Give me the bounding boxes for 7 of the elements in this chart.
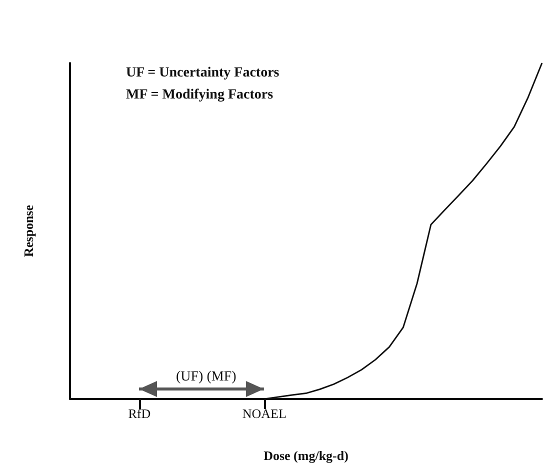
x-tick-label: NOAEL [242,406,286,421]
annotation: UF = Uncertainty Factors [126,66,280,80]
y-axis-title: Response [21,204,36,258]
x-axis-title: Dose (mg/kg-d) [264,448,348,463]
x-tick-label: RfD [128,406,151,421]
annotation: MF = Modifying Factors [126,88,274,102]
annotation: (UF) (MF) [176,370,237,384]
